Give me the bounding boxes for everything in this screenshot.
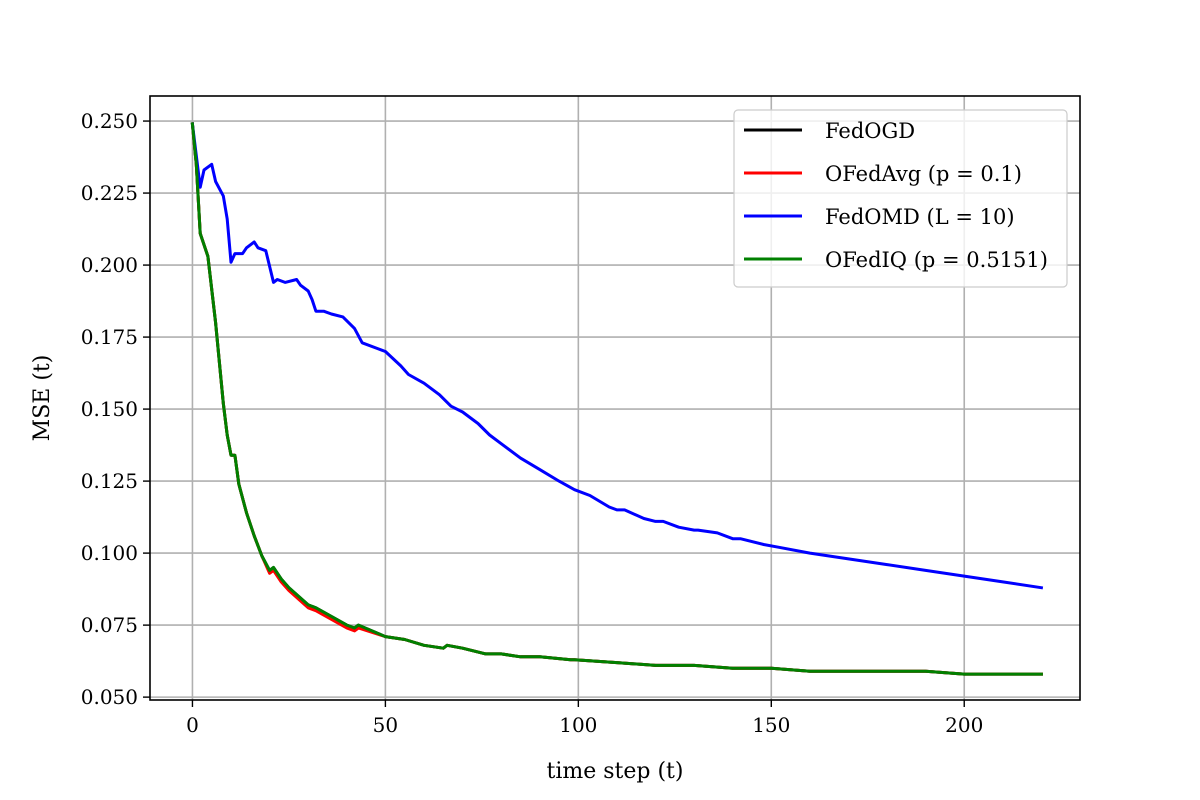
y-axis: 0.050 0.075 0.100 0.125 0.150 0.175 0.200 0.225…	[81, 109, 150, 709]
x-tick-label: 100	[559, 713, 597, 737]
x-tick-label: 200	[945, 713, 983, 737]
y-tick-label: 0.050	[81, 685, 138, 709]
x-tick-label: 0	[186, 713, 199, 737]
y-tick-label: 0.125	[81, 469, 138, 493]
series-fedomd-line	[190, 122, 1044, 590]
x-axis: 0 50 100 150 200	[186, 700, 983, 737]
series-ofediq-line	[190, 122, 1043, 676]
x-tick-label: 50	[373, 713, 398, 737]
y-tick-label: 0.250	[81, 109, 138, 133]
x-tick-label: 150	[752, 713, 790, 737]
y-tick-label: 0.175	[81, 325, 138, 349]
y-tick-label: 0.225	[81, 181, 138, 205]
plot-frame	[149, 95, 1081, 701]
y-tick-label: 0.075	[81, 613, 138, 637]
series-lines	[190, 122, 1044, 676]
grid	[150, 96, 1080, 700]
y-tick-label: 0.100	[81, 541, 138, 565]
legend-label-ofedavg: OFedAvg (p = 0.1)	[825, 162, 1022, 186]
legend-label-fedomd: FedOMD (L = 10)	[825, 205, 1015, 229]
y-axis-label: MSE (t)	[30, 355, 55, 442]
legend: FedOGD OFedAvg (p = 0.1) FedOMD (L = 10)…	[733, 109, 1068, 288]
legend-label-fedogd: FedOGD	[825, 119, 915, 143]
y-tick-label: 0.200	[81, 253, 138, 277]
x-axis-label: time step (t)	[547, 759, 684, 784]
legend-box	[733, 109, 1068, 288]
legend-label-ofediq: OFedIQ (p = 0.5151)	[825, 248, 1048, 272]
y-tick-label: 0.150	[81, 397, 138, 421]
